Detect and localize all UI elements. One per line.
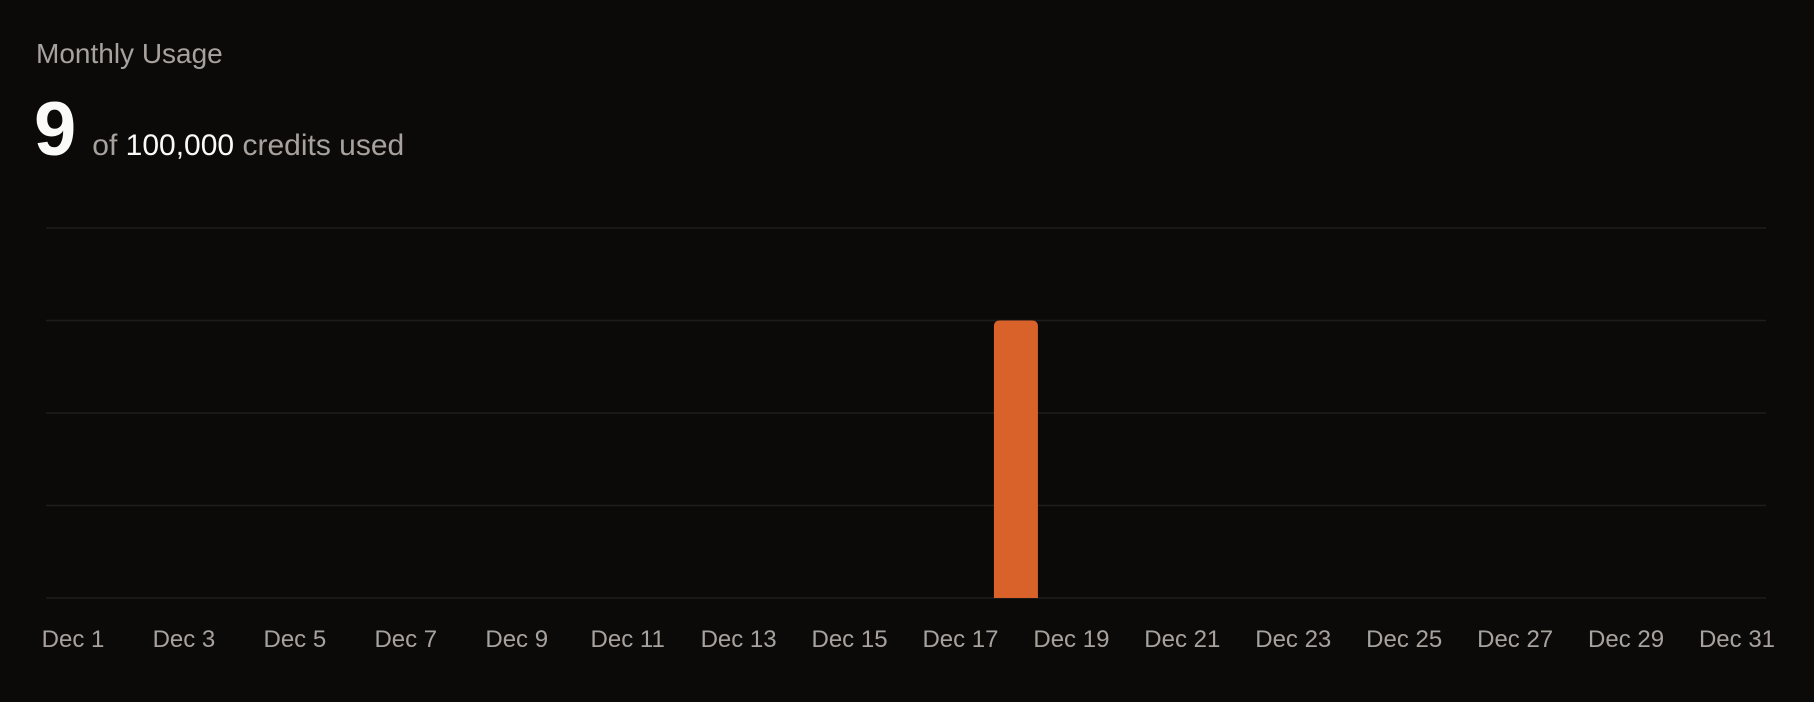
x-tick-label: Dec 7: [374, 626, 437, 653]
x-tick-label: Dec 25: [1366, 626, 1442, 653]
usage-summary: 9 of 100,000 credits used: [34, 92, 404, 168]
x-tick-label: Dec 3: [153, 626, 216, 653]
x-tick-label: Dec 9: [485, 626, 548, 653]
x-tick-label: Dec 11: [591, 626, 665, 653]
usage-of-label: of: [92, 129, 118, 162]
usage-description: of 100,000 credits used: [92, 129, 404, 163]
credits-limit: 100,000: [125, 129, 235, 162]
x-tick-label: Dec 31: [1699, 626, 1775, 653]
x-tick-label: Dec 5: [264, 626, 327, 653]
usage-suffix: credits used: [242, 129, 405, 162]
x-tick-label: Dec 13: [701, 626, 777, 653]
x-tick-label: Dec 29: [1588, 626, 1664, 653]
x-tick-label: Dec 19: [1033, 626, 1109, 653]
chart-bars: [993, 320, 1038, 599]
credits-used-count: 9: [34, 87, 77, 172]
x-tick-label: Dec 27: [1477, 626, 1553, 653]
x-tick-label: Dec 23: [1255, 626, 1331, 653]
card-title: Monthly Usage: [36, 38, 223, 69]
chart-grid: [46, 227, 1766, 599]
x-tick-label: Dec 15: [812, 626, 888, 653]
bar-dec-18[interactable]: [993, 320, 1038, 599]
x-axis-ticks: Dec 1 Dec 3 Dec 5 Dec 7 Dec 9 Dec 11 Dec 13 Dec…: [42, 626, 1775, 653]
x-tick-label: Dec 1: [42, 626, 105, 653]
x-tick-label: Dec 21: [1144, 626, 1220, 653]
x-tick-label: Dec 17: [922, 626, 998, 653]
